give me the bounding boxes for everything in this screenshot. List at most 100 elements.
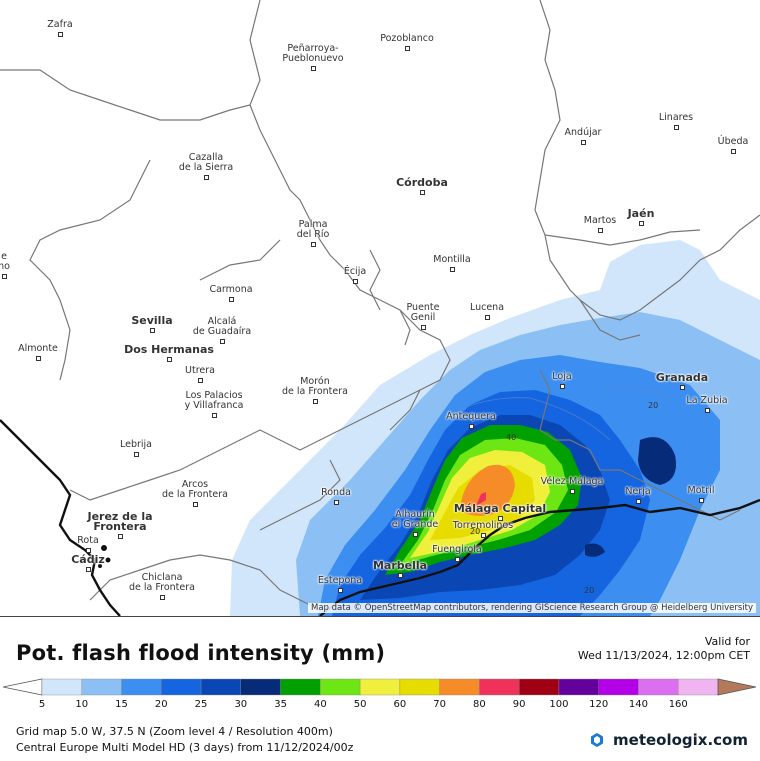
city-marker xyxy=(58,32,63,37)
city-label-33: Jerez de la Frontera xyxy=(87,510,153,533)
city-label-3: Linares xyxy=(658,112,694,123)
model-info: Central Europe Multi Model HD (3 days) f… xyxy=(16,741,354,754)
contour-lines xyxy=(439,386,671,441)
city-marker xyxy=(118,534,123,539)
city-label-22: Morón de la Frontera xyxy=(282,376,348,397)
precip-level-70 xyxy=(460,464,515,516)
map-canvas xyxy=(0,0,760,616)
city-label-26: Antequera xyxy=(446,411,496,422)
precip-level-80 xyxy=(476,492,486,506)
city-marker xyxy=(680,385,685,390)
city-marker xyxy=(705,408,710,413)
city-marker xyxy=(405,46,410,51)
city-marker xyxy=(334,500,339,505)
meteologix-logo-icon xyxy=(591,733,603,747)
city-marker xyxy=(311,242,316,247)
city-label-43: e no xyxy=(0,251,10,272)
city-label-34: Alhaurín el Grande xyxy=(391,509,439,530)
city-label-37: Rota xyxy=(77,535,99,546)
city-label-10: Jaén xyxy=(627,207,655,220)
scale-tick: 20 xyxy=(154,699,168,710)
boundaries xyxy=(0,0,760,611)
city-label-8: Palma del Río xyxy=(296,219,330,240)
scale-cell xyxy=(399,678,440,696)
precip-field xyxy=(230,240,760,616)
city-marker xyxy=(570,489,575,494)
city-label-24: Granada xyxy=(655,371,709,384)
city-marker xyxy=(86,567,91,572)
scale-tick: 70 xyxy=(433,699,447,710)
scale-tick: 35 xyxy=(274,699,287,710)
city-label-35: Málaga Capital xyxy=(453,502,547,515)
scale-cell xyxy=(678,678,719,696)
city-label-40: Chiclana de la Frontera xyxy=(129,572,195,593)
city-label-27: Lebrija xyxy=(119,439,153,450)
city-marker xyxy=(353,279,358,284)
city-marker xyxy=(674,125,679,130)
city-label-16: Puente Genil xyxy=(406,302,440,323)
city-label-41: Marbella xyxy=(372,559,428,572)
scale-cell xyxy=(200,678,242,696)
city-label-31: Nerja xyxy=(625,486,651,497)
scale-high-arrow xyxy=(717,678,757,696)
city-label-5: Úbeda xyxy=(717,136,749,147)
contour-label: 20 xyxy=(648,401,659,410)
scale-tick: 10 xyxy=(75,699,89,710)
brand-name[interactable]: meteologix.com xyxy=(613,731,748,749)
city-label-6: Cazalla de la Sierra xyxy=(178,152,234,173)
city-label-15: Alcalá de Guadaíra xyxy=(192,316,252,337)
scale-cell xyxy=(558,678,599,696)
city-label-17: Lucena xyxy=(469,302,505,313)
city-label-21: Los Palacios y Villafranca xyxy=(184,390,244,411)
city-marker xyxy=(134,452,139,457)
legend-panel: Pot. flash flood intensity (mm) Valid fo… xyxy=(0,616,760,761)
color-scale xyxy=(2,678,757,696)
scale-tick: 25 xyxy=(194,699,208,710)
contour-label: 40 xyxy=(506,433,517,442)
city-marker xyxy=(560,384,565,389)
scale-tick: 50 xyxy=(353,699,367,710)
city-marker xyxy=(639,221,644,226)
city-marker xyxy=(455,557,460,562)
city-marker xyxy=(167,357,172,362)
scale-cell xyxy=(81,678,122,696)
city-label-38: Cádiz xyxy=(71,553,105,566)
city-marker xyxy=(229,297,234,302)
city-marker xyxy=(420,190,425,195)
scale-tick: 100 xyxy=(549,699,569,710)
scale-tick: 120 xyxy=(589,699,609,710)
precip-level-30 xyxy=(638,437,676,485)
city-marker xyxy=(481,533,486,538)
city-marker xyxy=(469,424,474,429)
scale-tick: 15 xyxy=(115,699,128,710)
city-label-30: Vélez-Málaga xyxy=(540,476,604,487)
city-label-32: Motril xyxy=(687,485,715,496)
valid-datetime: Wed 11/13/2024, 12:00pm CET xyxy=(577,649,750,662)
city-marker xyxy=(150,328,155,333)
city-marker xyxy=(731,149,736,154)
city-marker xyxy=(36,356,41,361)
forecast-map[interactable]: Zafra Peñarroya- Pueblonuevo Pozoblanco Lina… xyxy=(0,0,760,616)
scale-tick: 40 xyxy=(313,699,327,710)
city-label-39: Fuengirola xyxy=(432,544,482,555)
city-label-28: Arcos de la Frontera xyxy=(162,479,228,500)
scale-cell xyxy=(359,678,401,696)
city-label-4: Andújar xyxy=(564,127,602,138)
city-marker xyxy=(581,140,586,145)
scale-cell xyxy=(439,678,480,696)
precip-level-30b xyxy=(585,543,605,557)
city-label-9: Martos xyxy=(583,215,617,226)
city-label-19: Dos Hermanas xyxy=(124,343,214,356)
scale-tick: 60 xyxy=(393,699,407,710)
city-marker xyxy=(421,325,426,330)
city-marker xyxy=(220,339,225,344)
scale-tick: 90 xyxy=(512,699,526,710)
city-marker xyxy=(398,573,403,578)
city-label-18: Almonte xyxy=(18,343,58,354)
scale-cell xyxy=(41,678,82,696)
map-attribution: Map data © OpenStreetMap contributors, r… xyxy=(308,603,756,613)
contour-label: 20 xyxy=(470,527,481,536)
cadiz-bay xyxy=(98,545,111,568)
scale-cell xyxy=(161,678,202,696)
city-marker xyxy=(204,175,209,180)
